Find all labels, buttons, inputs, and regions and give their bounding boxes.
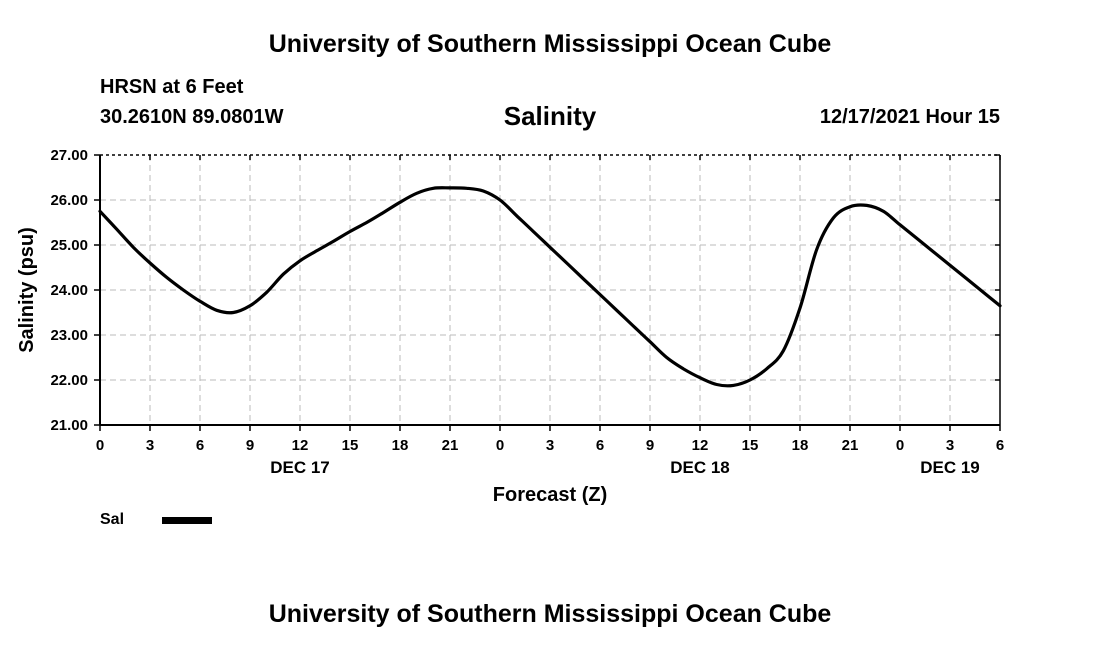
x-tick-label: 6 xyxy=(996,437,1004,454)
x-tick-label: 18 xyxy=(792,437,809,454)
x-tick-label: 9 xyxy=(246,437,254,454)
series-layer xyxy=(98,186,1002,388)
y-tick-label: 27.00 xyxy=(50,147,88,164)
page-title: University of Southern Mississippi Ocean… xyxy=(268,30,832,58)
y-tick-label: 22.00 xyxy=(50,372,88,389)
y-tick-label: 23.00 xyxy=(50,327,88,344)
x-tick-label: 18 xyxy=(392,437,409,454)
y-tick-label: 25.00 xyxy=(50,237,88,254)
x-tick-label: 0 xyxy=(896,437,904,454)
station-label: HRSN at 6 Feet xyxy=(100,76,244,98)
chart-title: Salinity xyxy=(503,101,597,131)
x-tick-label: 0 xyxy=(496,437,504,454)
y-tick-label: 24.00 xyxy=(50,282,88,299)
x-tick-label: 6 xyxy=(596,437,604,454)
x-tick-label: 9 xyxy=(646,437,654,454)
series-line-sal xyxy=(98,186,1002,388)
day-label: DEC 19 xyxy=(920,458,980,477)
y-tick-label: 26.00 xyxy=(50,192,88,209)
x-tick-label: 3 xyxy=(946,437,954,454)
day-label: DEC 18 xyxy=(670,458,730,477)
grid xyxy=(100,155,1000,425)
y-axis-title: Salinity (psu) xyxy=(16,227,38,353)
x-tick-label: 6 xyxy=(196,437,204,454)
day-label: DEC 17 xyxy=(270,458,330,477)
x-tick-label: 12 xyxy=(292,437,309,454)
y-tick-label: 21.00 xyxy=(50,417,88,434)
axes: 0 3 6 9 12 15 18 21 0 3 6 9 12 15 18 21 0 3 6 21.00 22.00 23.… xyxy=(50,147,1004,477)
x-tick-label: 21 xyxy=(442,437,459,454)
legend-swatch xyxy=(162,517,212,524)
forecast-timestamp: 12/17/2021 Hour 15 xyxy=(819,106,1000,128)
x-axis-title: Forecast (Z) xyxy=(493,484,607,506)
x-tick-label: 21 xyxy=(842,437,859,454)
x-tick-label: 15 xyxy=(742,437,759,454)
x-tick-label: 3 xyxy=(546,437,554,454)
x-tick-label: 0 xyxy=(96,437,104,454)
x-tick-label: 3 xyxy=(146,437,154,454)
coordinates-label: 30.2610N 89.0801W xyxy=(100,106,284,128)
x-tick-label: 12 xyxy=(692,437,709,454)
footer-title: University of Southern Mississippi Ocean… xyxy=(268,600,832,628)
x-tick-label: 15 xyxy=(342,437,359,454)
legend-label: Sal xyxy=(100,511,125,528)
